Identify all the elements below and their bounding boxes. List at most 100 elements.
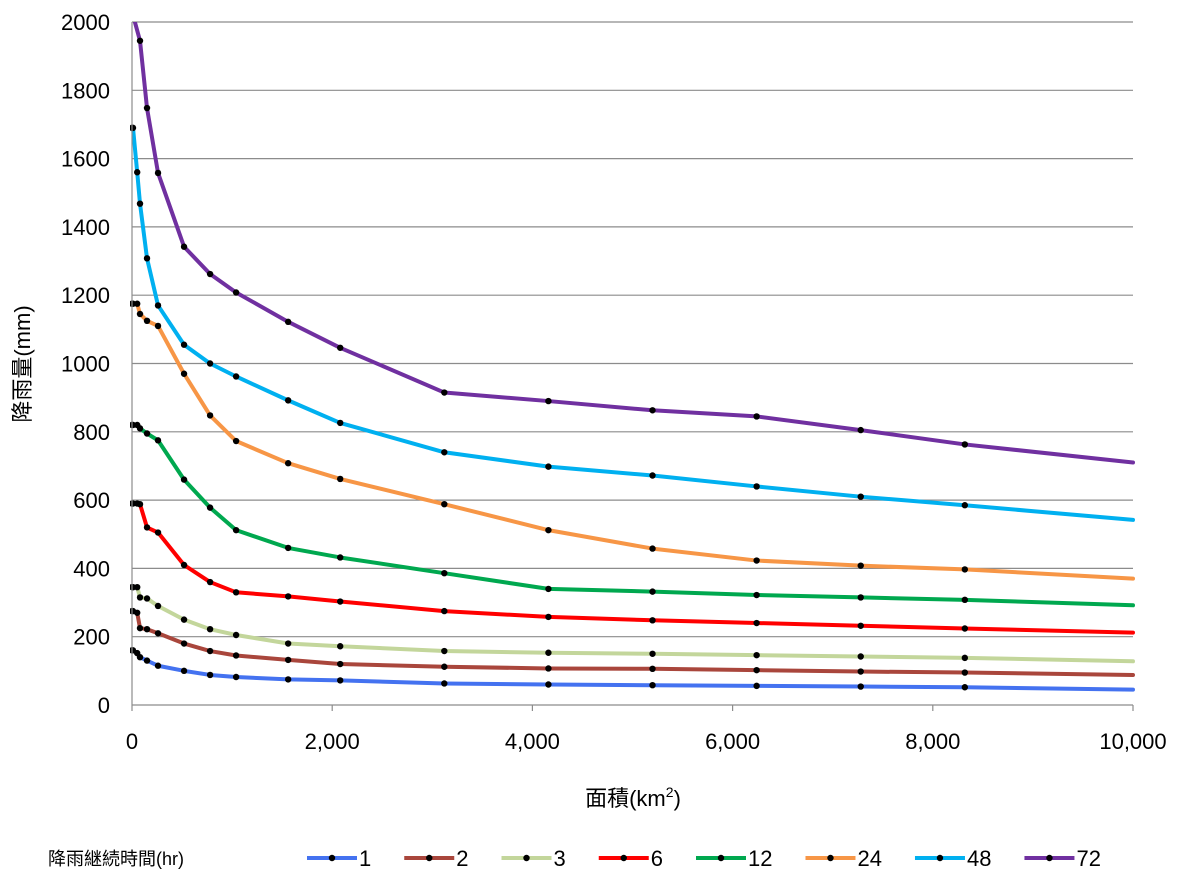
data-point xyxy=(206,412,214,419)
data-point xyxy=(441,389,448,396)
data-point xyxy=(857,426,864,434)
data-point xyxy=(753,619,760,627)
y-tick-label: 400 xyxy=(73,556,110,581)
series-48 xyxy=(130,124,1135,522)
data-point xyxy=(337,643,344,650)
data-point xyxy=(232,526,240,534)
x-tick-label: 0 xyxy=(126,729,138,754)
data-point xyxy=(134,583,141,591)
data-point xyxy=(206,671,214,679)
series-24 xyxy=(130,300,1135,581)
data-point xyxy=(136,653,144,661)
data-point xyxy=(284,676,292,683)
x-tick-label: 2,000 xyxy=(305,729,360,754)
data-point xyxy=(180,341,188,348)
data-point xyxy=(154,630,162,637)
data-point xyxy=(143,104,151,112)
series-6 xyxy=(130,500,1135,635)
y-axis-label: 降雨量(mm) xyxy=(10,305,35,422)
data-point xyxy=(649,407,656,414)
legend-marker xyxy=(426,854,433,862)
data-point xyxy=(134,609,141,616)
legend-marker xyxy=(827,854,834,862)
x-tick-label: 10,000 xyxy=(1099,729,1166,754)
data-point xyxy=(545,585,552,593)
x-tick-label: 8,000 xyxy=(905,729,960,754)
axes: 0 200 400 600 800 1000 1200 1400 1600 1800 2000 0 2,… xyxy=(61,10,1167,754)
y-tick-label: 200 xyxy=(73,625,110,650)
data-point xyxy=(753,682,760,690)
data-point xyxy=(136,200,144,207)
data-point xyxy=(154,169,162,177)
y-tick-label: 1800 xyxy=(61,78,110,103)
legend-item-1: 1 xyxy=(307,846,371,871)
data-point xyxy=(206,270,214,278)
data-point xyxy=(232,589,240,596)
series-line-24 xyxy=(130,301,1135,581)
data-point xyxy=(441,663,448,670)
x-axis-label: 面積(km2) xyxy=(585,784,681,811)
data-point xyxy=(180,640,188,647)
data-point xyxy=(143,657,151,664)
legend-marker xyxy=(936,854,944,862)
data-point xyxy=(753,591,760,599)
data-point xyxy=(649,617,656,624)
data-point xyxy=(545,613,552,621)
data-point xyxy=(154,529,162,536)
legend-title: 降雨継続時間(hr) xyxy=(48,849,184,869)
data-point xyxy=(180,370,188,377)
data-point xyxy=(284,397,292,404)
data-point xyxy=(753,413,760,420)
data-point xyxy=(753,483,760,490)
data-point xyxy=(180,616,188,623)
data-point xyxy=(136,425,144,432)
data-point xyxy=(337,344,344,351)
series-2 xyxy=(130,607,1135,677)
y-tick-label: 1400 xyxy=(61,215,110,240)
data-point xyxy=(206,578,214,586)
data-point xyxy=(154,662,162,669)
y-tick-label: 1000 xyxy=(61,352,110,377)
data-point xyxy=(154,437,162,444)
data-point xyxy=(143,317,151,325)
data-point xyxy=(206,504,214,511)
data-point xyxy=(649,650,656,657)
data-point xyxy=(961,502,969,509)
data-point xyxy=(232,631,240,639)
data-point xyxy=(136,310,144,318)
data-point xyxy=(143,524,151,531)
data-point xyxy=(337,598,344,605)
data-point xyxy=(143,255,151,262)
legend-label: 2 xyxy=(456,846,468,871)
legend-marker xyxy=(1046,854,1053,862)
data-point xyxy=(857,668,864,675)
legend-label: 24 xyxy=(857,846,881,871)
data-point xyxy=(284,640,292,647)
data-point xyxy=(180,667,188,675)
x-tick-label: 6,000 xyxy=(705,729,760,754)
legend-label: 6 xyxy=(651,846,663,871)
data-point xyxy=(961,654,969,662)
data-point xyxy=(441,680,448,687)
data-point xyxy=(441,500,448,508)
data-point xyxy=(232,673,240,681)
data-point xyxy=(337,554,344,561)
data-point xyxy=(961,684,969,691)
data-point xyxy=(284,593,292,600)
legend-item-2: 2 xyxy=(404,846,469,871)
x-tick-label: 4,000 xyxy=(505,729,560,754)
data-point xyxy=(232,652,240,659)
series-12 xyxy=(130,421,1135,608)
data-point xyxy=(337,677,344,684)
data-point xyxy=(154,302,162,309)
legend-label: 1 xyxy=(359,846,371,871)
data-point xyxy=(961,566,969,573)
data-point xyxy=(284,656,292,664)
y-tick-label: 600 xyxy=(73,488,110,513)
series-lines xyxy=(130,22,1135,692)
data-point xyxy=(337,419,344,427)
series-line-12 xyxy=(130,422,1135,608)
data-point xyxy=(857,683,864,690)
data-point xyxy=(857,594,864,601)
